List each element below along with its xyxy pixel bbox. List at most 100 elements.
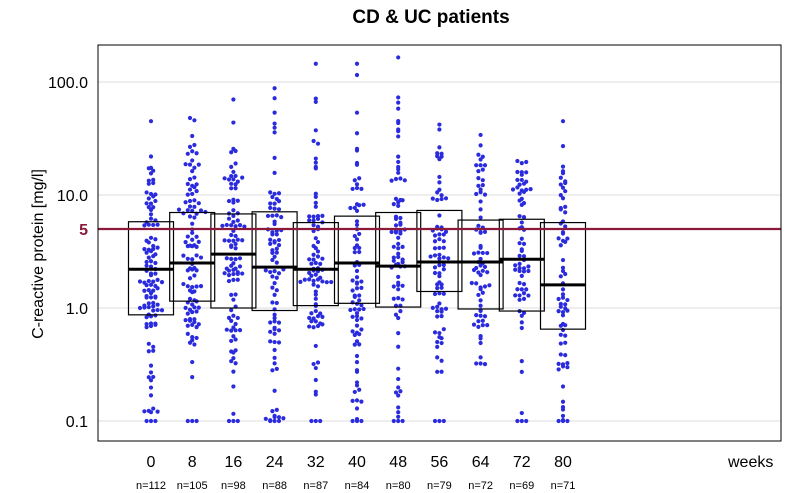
data-point <box>519 177 524 183</box>
data-point <box>359 285 364 290</box>
data-point <box>272 331 277 336</box>
data-point <box>190 418 195 424</box>
data-point <box>187 276 193 281</box>
data-point <box>313 377 318 383</box>
data-point <box>142 288 147 293</box>
data-point <box>194 188 199 194</box>
data-point <box>183 200 188 205</box>
data-point <box>519 202 524 207</box>
data-point <box>350 186 355 192</box>
data-point <box>270 250 275 255</box>
data-point <box>281 416 286 421</box>
box-body <box>333 215 381 304</box>
data-point <box>519 287 524 292</box>
data-point <box>153 322 158 327</box>
data-point <box>521 215 527 220</box>
data-point <box>560 384 566 389</box>
data-point <box>151 308 156 313</box>
data-point <box>148 370 154 375</box>
data-point <box>354 110 360 115</box>
data-point <box>311 278 316 283</box>
data-point <box>437 232 442 237</box>
data-point <box>558 182 563 187</box>
data-point <box>233 361 238 366</box>
data-point <box>153 271 158 276</box>
data-point <box>153 260 158 266</box>
data-point <box>196 322 201 327</box>
data-point <box>352 389 357 395</box>
data-point <box>272 240 277 245</box>
data-point <box>396 315 401 321</box>
data-point <box>307 324 312 329</box>
data-point <box>352 245 357 251</box>
data-point <box>396 296 401 301</box>
data-point <box>563 302 568 307</box>
x-tick-label: 40 <box>348 454 366 471</box>
data-point <box>435 355 440 360</box>
data-point <box>155 277 160 282</box>
data-point <box>194 335 199 341</box>
data-point <box>148 295 154 300</box>
data-point <box>276 328 282 333</box>
data-point <box>359 186 364 192</box>
data-point <box>233 257 238 262</box>
data-point <box>313 272 318 277</box>
data-point <box>307 257 312 262</box>
data-point <box>272 130 277 135</box>
data-point <box>148 282 154 287</box>
data-point <box>315 216 321 221</box>
data-point <box>474 313 479 318</box>
data-point <box>231 350 236 355</box>
data-point <box>144 295 149 300</box>
data-point <box>190 237 195 242</box>
data-point <box>148 216 154 221</box>
data-point <box>485 270 490 275</box>
data-point <box>142 409 147 414</box>
data-point <box>151 194 156 199</box>
data-point <box>435 285 440 291</box>
data-point <box>268 190 273 195</box>
data-point <box>229 173 234 179</box>
data-point <box>565 297 570 303</box>
data-point <box>313 343 318 349</box>
y-tick-label: 100.0 <box>48 75 88 92</box>
data-point <box>313 200 318 205</box>
data-point <box>435 309 440 314</box>
data-point <box>233 224 238 229</box>
data-point <box>226 418 232 424</box>
data-point <box>352 205 357 210</box>
data-point <box>187 204 193 209</box>
data-point <box>231 267 236 272</box>
data-point <box>519 369 524 374</box>
data-point <box>144 250 149 255</box>
data-point <box>437 145 442 150</box>
x-tick-label: 72 <box>513 454 531 471</box>
data-point <box>396 203 401 208</box>
data-point <box>313 204 318 209</box>
data-point <box>521 296 527 301</box>
data-point <box>519 325 524 331</box>
data-point <box>237 264 243 269</box>
data-point <box>148 418 154 424</box>
data-point <box>187 115 193 121</box>
data-point <box>192 204 197 209</box>
data-point <box>270 368 275 373</box>
data-point <box>233 233 238 239</box>
box-body <box>251 211 298 312</box>
data-point <box>354 275 360 280</box>
data-point <box>151 254 156 259</box>
sample-size-label: n=112 <box>136 480 166 492</box>
data-point <box>270 300 275 305</box>
data-point <box>565 236 570 241</box>
box-body <box>169 211 216 302</box>
data-point <box>560 119 566 124</box>
data-point <box>320 256 325 261</box>
data-point <box>558 175 563 180</box>
data-point <box>142 247 147 252</box>
data-point <box>276 198 282 204</box>
data-point <box>478 163 483 168</box>
data-point <box>276 207 282 212</box>
data-point <box>396 366 401 371</box>
data-point <box>224 256 229 261</box>
data-point <box>354 418 360 424</box>
